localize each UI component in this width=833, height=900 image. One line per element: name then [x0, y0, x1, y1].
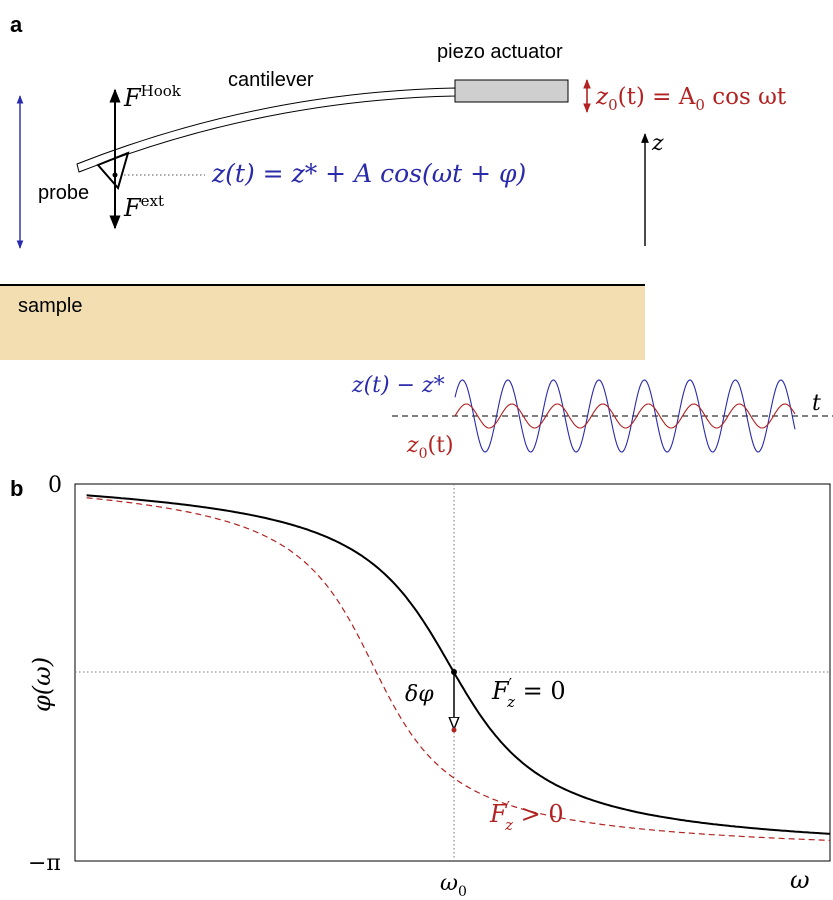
x-tick-omega0: ω0 [440, 871, 467, 900]
panel-b-label: b [10, 476, 23, 501]
sample-block [0, 285, 645, 360]
hook-force-label: FHook [123, 82, 182, 112]
motion-equation: z(t) = z* + A cos(ωt + φ) [211, 159, 526, 188]
response-wave [454, 379, 796, 453]
x-axis-label: ω [790, 866, 810, 894]
probe-tip [96, 151, 130, 191]
z-axis-label: z [651, 131, 664, 156]
panel-a-label: a [10, 12, 23, 37]
piezo-label: piezo actuator [437, 41, 563, 63]
sample-label: sample [18, 295, 82, 317]
piezo-actuator [454, 79, 569, 103]
drive-wave-label: z0(t) [406, 433, 454, 462]
drive-equation: z0(t) = A0 cos ωt [595, 84, 787, 114]
drive-wave [454, 403, 796, 429]
response-wave-label: z(t) − z* [351, 373, 445, 398]
inset-time-label: t [812, 391, 821, 416]
phase-curve-fz-zero [86, 494, 831, 835]
fz-zero-label: F′ z = 0 [491, 675, 566, 711]
y-axis-label: φ(ω) [28, 657, 56, 712]
y-tick-zero: 0 [48, 473, 62, 498]
y-tick-minus-pi: −π [28, 851, 61, 876]
fz-positive-label: F′ z > 0 [489, 798, 564, 834]
panel-a: a sample cantilever piezo actuator z0(t)… [0, 12, 833, 462]
cantilever-label: cantilever [228, 69, 314, 91]
probe-label: probe [38, 182, 89, 204]
oscillation-inset: t z(t) − z* z0(t) [351, 373, 833, 462]
delta-phi-label: δφ [405, 682, 434, 707]
external-force-label: Fext [123, 192, 164, 222]
shifted-point [451, 727, 457, 733]
phase-curve-fz-positive [86, 497, 831, 841]
panel-b: b δφ F′ z = 0 F′ z > 0 0 −π ω0 ω φ(ω) [10, 473, 831, 900]
